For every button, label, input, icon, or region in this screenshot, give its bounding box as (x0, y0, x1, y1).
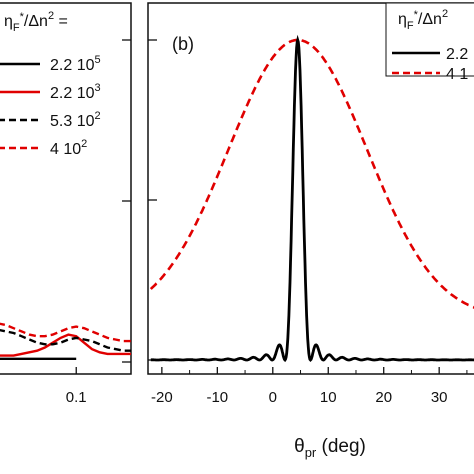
panel-b-legend-label-black: 2.2 (446, 46, 468, 63)
panel-a-legend-label-3: 4 102 (50, 138, 87, 158)
panel-b-x-tick-label: 30 (431, 389, 448, 406)
panel-b-legend-box (385, 2, 474, 77)
panel-a-series-line-1 (0, 333, 131, 357)
panel-a-ticks: 0.1 (66, 39, 131, 406)
panel-a-series-line-2 (0, 328, 131, 352)
panel-b-legend-label-red: 4 1 (446, 66, 468, 83)
panel-b-legend: ηF*/Δn2 2.2 4 1 (385, 2, 474, 83)
panel-b-lines (149, 34, 474, 363)
panel-a-legend-label-2: 5.3 102 (50, 110, 101, 130)
panel-a-legend-title: ηF*/Δn2 = (4, 10, 68, 34)
panel-b-label: (b) (172, 34, 194, 54)
panel-b-x-tick-label: -20 (151, 389, 173, 406)
panel-b-series-line-1 (149, 38, 474, 309)
panel-a-x-tick-label: 0.1 (66, 389, 87, 406)
panel-b-x-axis-label: θpr (deg) (294, 436, 366, 460)
panel-b-x-tick-label: 20 (375, 389, 392, 406)
panel-b-ticks: -20 -10 0 10 20 30 (148, 39, 468, 406)
panel-a-legend: ηF*/Δn2 = 2.2 105 2.2 103 5.3 102 4 102 (0, 10, 101, 158)
panel-a-legend-label-1: 2.2 103 (50, 82, 101, 102)
panel-b-x-tick-label: -10 (206, 389, 228, 406)
panel-a-legend-label-0: 2.2 105 (50, 54, 101, 74)
panel-b-x-tick-label: 10 (320, 389, 337, 406)
panel-b-legend-title: ηF*/Δn2 (398, 8, 448, 32)
panel-b-x-tick-label: 0 (269, 389, 277, 406)
panel-a-lines (0, 322, 131, 360)
panel-a-series-line-3 (0, 322, 131, 343)
panel-a-frame (0, 2, 132, 375)
panel-b-frame (147, 2, 474, 375)
panel-b-series-line-0 (150, 34, 474, 363)
